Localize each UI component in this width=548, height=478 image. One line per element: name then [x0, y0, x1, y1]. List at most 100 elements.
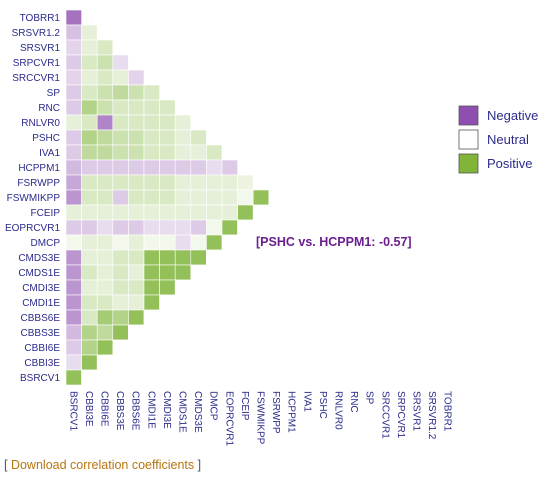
heatmap-cell[interactable]: [159, 279, 176, 296]
heatmap-cell[interactable]: [252, 369, 270, 386]
heatmap-cell[interactable]: [143, 84, 160, 101]
heatmap-cell[interactable]: [393, 369, 410, 386]
heatmap-cell[interactable]: [159, 129, 176, 146]
heatmap-cell[interactable]: [190, 159, 207, 176]
heatmap-cell[interactable]: [65, 249, 82, 266]
heatmap-cell[interactable]: [174, 249, 192, 266]
heatmap-cell[interactable]: [252, 354, 270, 371]
heatmap-cell[interactable]: [174, 234, 192, 251]
heatmap-cell[interactable]: [81, 84, 98, 101]
heatmap-cell[interactable]: [65, 9, 82, 26]
heatmap-cell[interactable]: [174, 114, 192, 131]
heatmap-cell[interactable]: [96, 114, 114, 131]
heatmap-cell[interactable]: [81, 354, 98, 371]
heatmap-cell[interactable]: [81, 249, 98, 266]
heatmap-cell[interactable]: [330, 309, 348, 326]
heatmap-cell[interactable]: [81, 204, 98, 221]
heatmap-cell[interactable]: [206, 144, 223, 161]
heatmap-cell[interactable]: [237, 204, 254, 221]
heatmap-cell[interactable]: [237, 309, 254, 326]
heatmap-cell[interactable]: [190, 264, 207, 281]
heatmap-cell[interactable]: [112, 339, 129, 356]
heatmap-cell[interactable]: [159, 159, 176, 176]
heatmap-cell[interactable]: [174, 294, 192, 311]
heatmap-cell[interactable]: [330, 354, 348, 371]
heatmap-cell[interactable]: [174, 144, 192, 161]
heatmap-cell[interactable]: [237, 219, 254, 236]
heatmap-cell[interactable]: [221, 324, 238, 341]
heatmap-cell[interactable]: [81, 54, 98, 71]
heatmap-cell[interactable]: [284, 354, 301, 371]
heatmap-cell[interactable]: [112, 249, 129, 266]
heatmap-cell[interactable]: [96, 219, 114, 236]
heatmap-cell[interactable]: [174, 324, 192, 341]
heatmap-cell[interactable]: [284, 219, 301, 236]
heatmap-cell[interactable]: [252, 189, 270, 206]
heatmap-cell[interactable]: [128, 84, 145, 101]
heatmap-cell[interactable]: [299, 369, 316, 386]
heatmap-cell[interactable]: [128, 99, 145, 116]
heatmap-cell[interactable]: [81, 264, 98, 281]
heatmap-cell[interactable]: [112, 324, 129, 341]
heatmap-cell[interactable]: [408, 369, 426, 386]
heatmap-cell[interactable]: [237, 339, 254, 356]
heatmap-cell[interactable]: [221, 249, 238, 266]
heatmap-cell[interactable]: [81, 309, 98, 326]
heatmap-cell[interactable]: [237, 174, 254, 191]
heatmap-cell[interactable]: [81, 129, 98, 146]
heatmap-cell[interactable]: [284, 324, 301, 341]
heatmap-cell[interactable]: [128, 324, 145, 341]
heatmap-cell[interactable]: [112, 294, 129, 311]
heatmap-cell[interactable]: [96, 354, 114, 371]
heatmap-cell[interactable]: [65, 369, 82, 386]
heatmap-cell[interactable]: [221, 264, 238, 281]
heatmap-cell[interactable]: [268, 264, 285, 281]
heatmap-cell[interactable]: [268, 324, 285, 341]
heatmap-cell[interactable]: [330, 339, 348, 356]
heatmap-cell[interactable]: [206, 174, 223, 191]
heatmap-cell[interactable]: [128, 294, 145, 311]
heatmap-cell[interactable]: [284, 339, 301, 356]
heatmap-cell[interactable]: [128, 264, 145, 281]
heatmap-cell[interactable]: [81, 99, 98, 116]
heatmap-cell[interactable]: [284, 264, 301, 281]
heatmap-cell[interactable]: [393, 339, 410, 356]
heatmap-cell[interactable]: [252, 279, 270, 296]
heatmap-cell[interactable]: [128, 174, 145, 191]
heatmap-cell[interactable]: [143, 354, 160, 371]
heatmap-cell[interactable]: [237, 249, 254, 266]
heatmap-cell[interactable]: [174, 204, 192, 221]
heatmap-cell[interactable]: [346, 279, 363, 296]
heatmap-cell[interactable]: [206, 309, 223, 326]
heatmap-cell[interactable]: [128, 144, 145, 161]
heatmap-cell[interactable]: [81, 324, 98, 341]
heatmap-cell[interactable]: [206, 234, 223, 251]
heatmap-cell[interactable]: [206, 279, 223, 296]
heatmap-cell[interactable]: [65, 234, 82, 251]
heatmap-cell[interactable]: [143, 264, 160, 281]
heatmap-cell[interactable]: [315, 354, 332, 371]
heatmap-cell[interactable]: [65, 324, 82, 341]
heatmap-cell[interactable]: [190, 249, 207, 266]
heatmap-cell[interactable]: [315, 309, 332, 326]
heatmap-cell[interactable]: [143, 174, 160, 191]
heatmap-cell[interactable]: [159, 204, 176, 221]
heatmap-cell[interactable]: [96, 129, 114, 146]
heatmap-cell[interactable]: [128, 249, 145, 266]
heatmap-cell[interactable]: [81, 114, 98, 131]
heatmap-cell[interactable]: [81, 219, 98, 236]
heatmap-cell[interactable]: [96, 279, 114, 296]
heatmap-cell[interactable]: [221, 204, 238, 221]
heatmap-cell[interactable]: [81, 24, 98, 41]
heatmap-cell[interactable]: [143, 189, 160, 206]
heatmap-cell[interactable]: [112, 84, 129, 101]
heatmap-cell[interactable]: [65, 279, 82, 296]
heatmap-cell[interactable]: [252, 309, 270, 326]
heatmap-cell[interactable]: [206, 369, 223, 386]
heatmap-cell[interactable]: [299, 249, 316, 266]
heatmap-cell[interactable]: [190, 204, 207, 221]
heatmap-cell[interactable]: [143, 219, 160, 236]
heatmap-cell[interactable]: [128, 189, 145, 206]
heatmap-cell[interactable]: [237, 234, 254, 251]
heatmap-cell[interactable]: [190, 189, 207, 206]
